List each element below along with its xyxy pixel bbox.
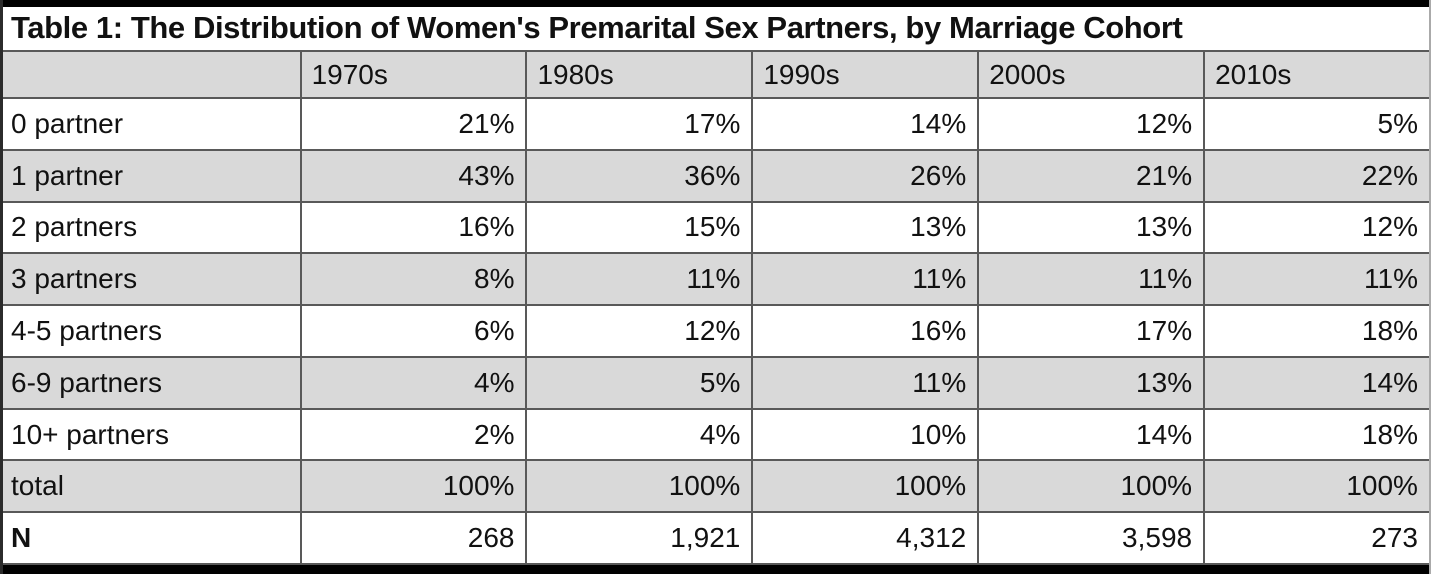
bottom-border-bar	[3, 565, 1429, 574]
table-cell: 12%	[977, 99, 1203, 149]
table-cell: 22%	[1203, 150, 1429, 201]
row-label: 6-9 partners	[11, 366, 162, 398]
table-cell: 4,312	[751, 513, 977, 564]
table-cell: 17%	[977, 306, 1203, 356]
table-cell: 2%	[299, 409, 526, 460]
top-border-bar	[3, 0, 1429, 7]
column-header-1980s: 1980s	[525, 52, 751, 97]
row-label: 2 partners	[11, 211, 138, 243]
table-cell: 12%	[1203, 202, 1429, 253]
table-cell: 11%	[525, 254, 751, 305]
table-cell: 14%	[1203, 357, 1429, 408]
table-cell: 36%	[525, 150, 751, 201]
table-row-0-partner: 0 partner 21% 17% 14% 12% 5%	[3, 99, 1429, 151]
table-cell: 100%	[977, 461, 1203, 512]
table-row-10-plus-partners: 10+ partners 2% 4% 10% 14% 18%	[3, 409, 1429, 462]
table-cell: 18%	[1203, 409, 1429, 460]
table-cell: 18%	[1203, 306, 1429, 356]
table-cell: 26%	[751, 150, 977, 201]
row-label: total	[11, 470, 64, 502]
table-cell: 11%	[751, 254, 977, 305]
table-cell: 11%	[977, 254, 1203, 305]
table-row-4-5-partners: 4-5 partners 6% 12% 16% 17% 18%	[3, 306, 1429, 358]
table-row-total: total 100% 100% 100% 100% 100%	[3, 461, 1429, 514]
table-cell: 13%	[977, 357, 1203, 408]
table-cell: 11%	[751, 357, 977, 408]
table-cell: 4%	[299, 357, 526, 408]
table-cell: 14%	[751, 99, 977, 149]
table-cell: 3,598	[977, 513, 1203, 564]
column-header-1990s: 1990s	[751, 52, 977, 97]
row-label: 1 partner	[11, 159, 124, 191]
table-cell: 100%	[525, 461, 751, 512]
table-row-3-partners: 3 partners 8% 11% 11% 11% 11%	[3, 254, 1429, 307]
table-row-2-partners: 2 partners 16% 15% 13% 13% 12%	[3, 202, 1429, 255]
column-header-blank	[3, 52, 300, 97]
table-cell: 21%	[977, 150, 1203, 201]
table-row-n: N 268 1,921 4,312 3,598 273	[3, 513, 1429, 566]
table-header-row: 1970s 1980s 1990s 2000s 2010s	[3, 52, 1429, 99]
table-cell: 14%	[977, 409, 1203, 460]
table-cell: 16%	[299, 202, 526, 253]
table-cell: 100%	[1203, 461, 1429, 512]
table-title: Table 1: The Distribution of Women's Pre…	[3, 7, 1429, 52]
table-row-6-9-partners: 6-9 partners 4% 5% 11% 13% 14%	[3, 357, 1429, 410]
row-label: 10+ partners	[11, 418, 169, 450]
table-cell: 273	[1203, 513, 1429, 564]
row-label: 4-5 partners	[11, 315, 162, 347]
table-cell: 8%	[299, 254, 526, 305]
table-cell: 6%	[299, 306, 526, 356]
column-header-2010s: 2010s	[1203, 52, 1429, 97]
table-cell: 100%	[751, 461, 977, 512]
row-label: 3 partners	[11, 263, 138, 295]
column-header-1970s: 1970s	[299, 52, 526, 97]
table-cell: 17%	[525, 99, 751, 149]
table-cell: 16%	[751, 306, 977, 356]
row-label: N	[11, 522, 32, 554]
table-cell: 43%	[299, 150, 526, 201]
column-header-2000s: 2000s	[977, 52, 1203, 97]
row-label: 0 partner	[11, 107, 124, 139]
table-cell: 268	[299, 513, 526, 564]
table-cell: 4%	[525, 409, 751, 460]
table-row-1-partner: 1 partner 43% 36% 26% 21% 22%	[3, 150, 1429, 203]
table-cell: 15%	[525, 202, 751, 253]
table-cell: 21%	[299, 99, 526, 149]
table-cell: 13%	[751, 202, 977, 253]
table-cell: 1,921	[525, 513, 751, 564]
table-cell: 100%	[299, 461, 526, 512]
table-cell: 10%	[751, 409, 977, 460]
table-cell: 11%	[1203, 254, 1429, 305]
table-cell: 12%	[525, 306, 751, 356]
table-cell: 5%	[1203, 99, 1429, 149]
table-cell: 13%	[977, 202, 1203, 253]
table-cell: 5%	[525, 357, 751, 408]
